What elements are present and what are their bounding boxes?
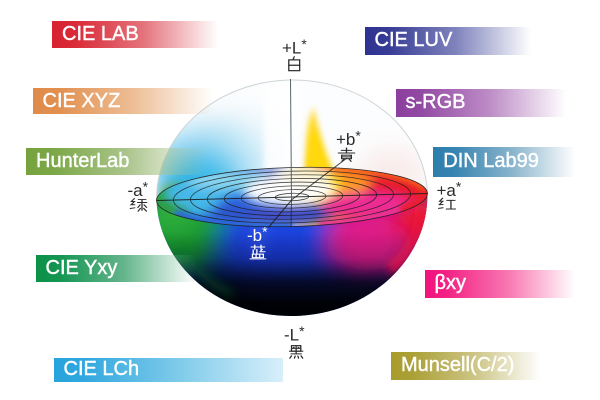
- svg-text:+a*: +a*: [437, 179, 462, 201]
- svg-text:+b*: +b*: [336, 128, 361, 150]
- svg-text:+L*: +L*: [282, 36, 307, 58]
- svg-text:-a*: -a*: [128, 179, 149, 201]
- svg-text:-L*: -L*: [284, 323, 305, 345]
